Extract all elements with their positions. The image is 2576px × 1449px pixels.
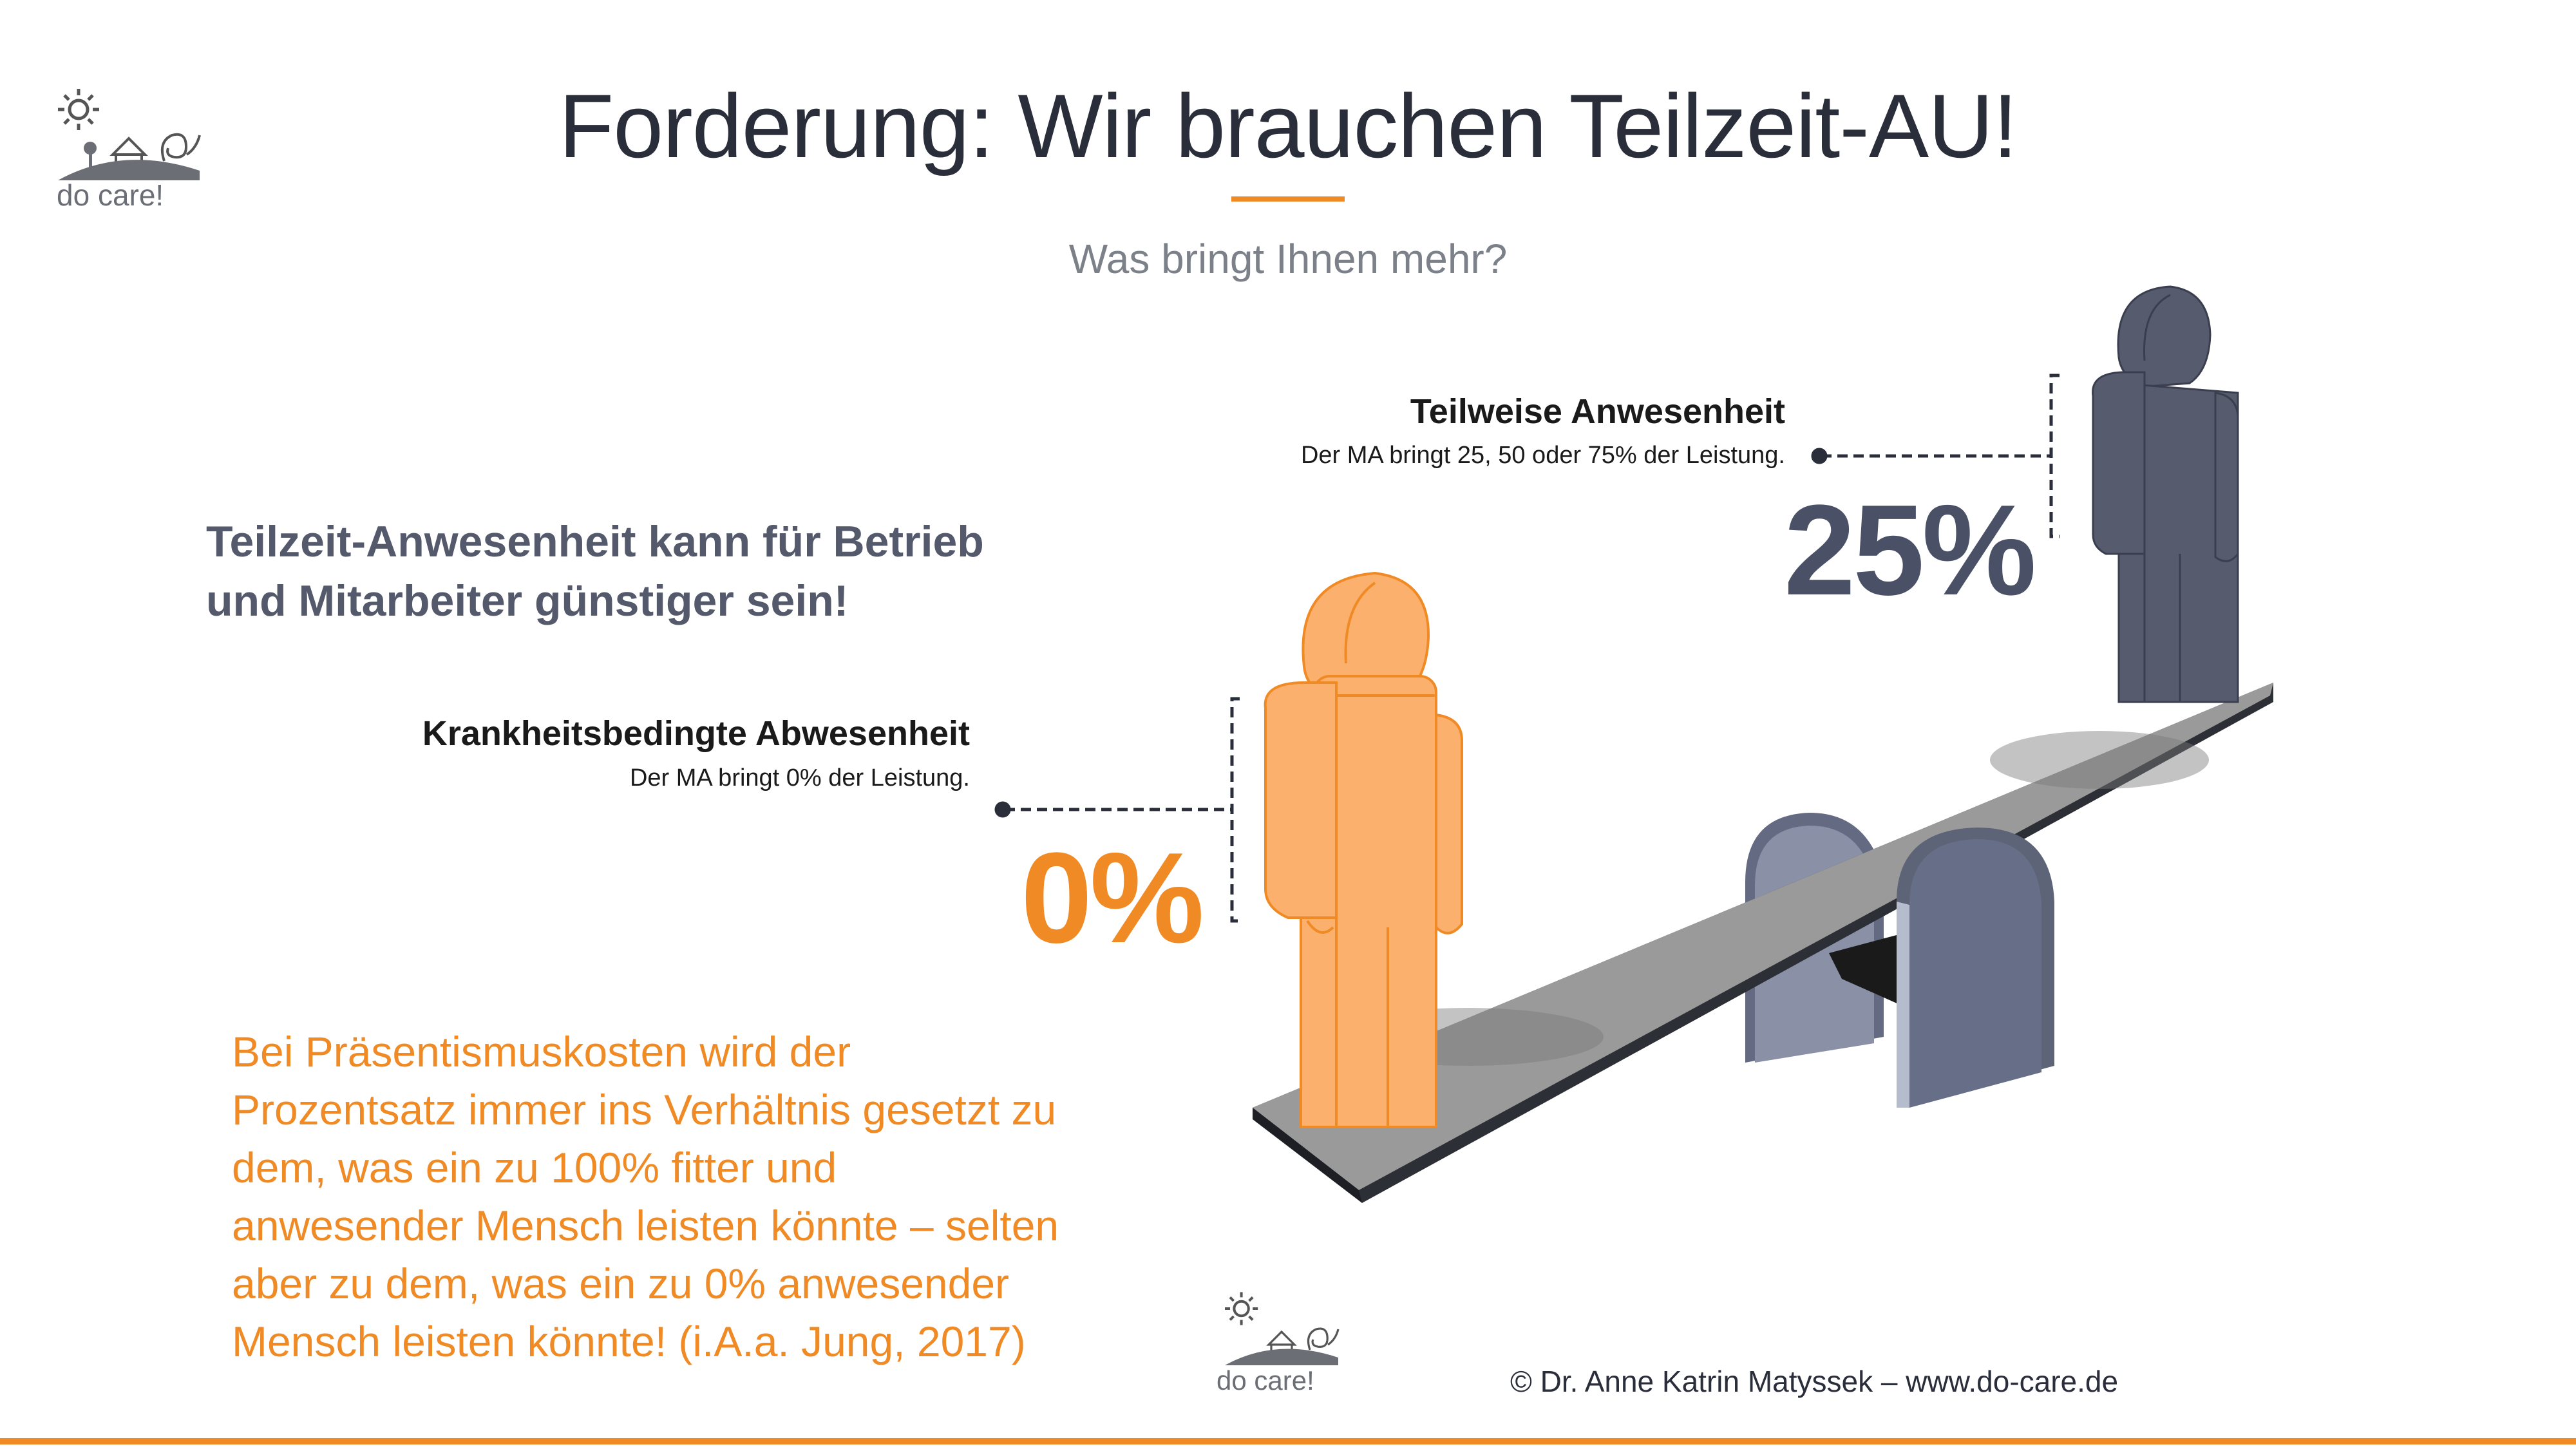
sun-icon: [1225, 1292, 1258, 1325]
note-line: Mensch leisten könnte! (i.A.a. Jung, 201…: [232, 1318, 1026, 1365]
claim-line-1: Teilzeit-Anwesenheit kann für Betrieb: [206, 517, 984, 566]
note-line: anwesender Mensch leisten könnte – selte…: [232, 1202, 1059, 1249]
logo-text: do care!: [57, 178, 164, 212]
logo-bottom-drawing: [1225, 1292, 1340, 1365]
partial-percent: 25%: [1784, 478, 2036, 622]
note-line: Prozentsatz immer ins Verhältnis gesetzt…: [232, 1086, 1057, 1133]
seesaw-plank: [1253, 683, 2273, 1203]
logo-bottom[interactable]: do care!: [1214, 1288, 1349, 1404]
note-line: aber zu dem, was ein zu 0% anwesender: [232, 1260, 1010, 1307]
absence-heading: Krankheitsbedingte Abwesenheit: [422, 714, 970, 753]
fulcrum-front: [1897, 828, 2054, 1108]
person-figure-dark: [2092, 285, 2239, 703]
tree-icon: [84, 142, 97, 167]
sun-icon: [58, 89, 99, 130]
note-line: Bei Präsentismuskosten wird der: [232, 1028, 851, 1075]
page-title: Forderung: Wir brauchen Teilzeit-AU!: [558, 75, 2018, 176]
title-underline: [1231, 196, 1345, 202]
logo-top[interactable]: do care!: [52, 84, 206, 213]
copyright-text: © Dr. Anne Katrin Matyssek – www.do-care…: [1510, 1365, 2119, 1398]
partial-description: Der MA bringt 25, 50 oder 75% der Leistu…: [1300, 442, 1785, 469]
logo-drawing: [58, 89, 201, 180]
bottom-accent-bar: [0, 1438, 2576, 1444]
connector-partial: [1811, 374, 2060, 538]
logo-bottom-text: do care!: [1217, 1365, 1314, 1396]
absence-description: Der MA bringt 0% der Leistung.: [629, 764, 970, 791]
page-subtitle: Was bringt Ihnen mehr?: [1068, 236, 1508, 282]
snail-icon: [1307, 1327, 1340, 1350]
claim-line-2: und Mitarbeiter günstiger sein!: [206, 576, 849, 625]
hill-shape: [1225, 1349, 1338, 1365]
person-figure-orange: [1264, 571, 1463, 1128]
absence-percent: 0%: [1021, 826, 1204, 970]
snail-icon: [161, 133, 201, 162]
note-line: dem, was ein zu 100% fitter und: [232, 1144, 837, 1191]
partial-heading: Teilweise Anwesenheit: [1410, 392, 1785, 431]
presenteeism-note: Bei Präsentismuskosten wird der Prozents…: [232, 1023, 1146, 1370]
hill-shape: [58, 160, 200, 180]
claim-text: Teilzeit-Anwesenheit kann für Betrieb un…: [206, 512, 1043, 630]
connector-absence: [994, 697, 1240, 923]
